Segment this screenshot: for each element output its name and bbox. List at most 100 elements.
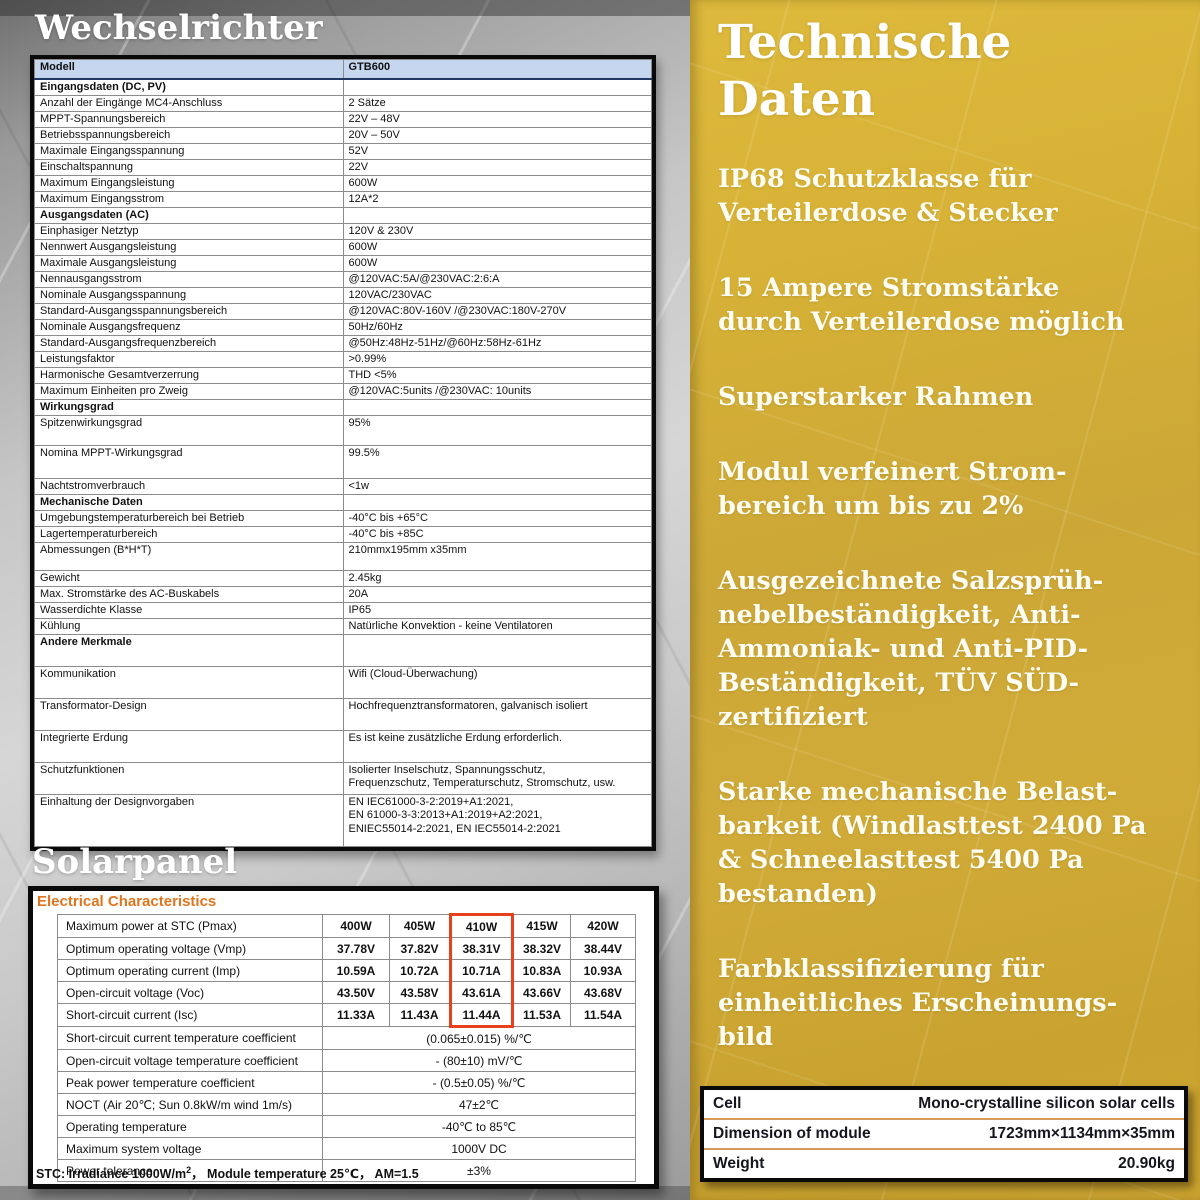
table-row: Transformator-Design Hochfrequenztransfor… — [34, 697, 652, 731]
table-row: MPPT-Spannungsbereich 22V – 48V — [34, 110, 652, 128]
spec-label: Wirkungsgrad — [34, 398, 344, 416]
spec-label: Nominale Ausgangsspannung — [34, 286, 344, 304]
spec-label: Nachtstromverbrauch — [34, 477, 344, 495]
table-row: Dimension of module 1723mm×1134mm×35mm — [704, 1118, 1184, 1149]
table-row: Mechanische Daten — [34, 493, 652, 511]
table-row: Anzahl der Eingänge MC4-Anschluss 2 Sätze — [34, 94, 652, 112]
inverter-section-title: Wechselrichter — [35, 8, 323, 48]
spec-label: Kommunikation — [34, 665, 344, 699]
solar-spec-table: Maximum power at STC (Pmax) 400W 405W 410W 4… — [57, 913, 636, 1182]
spec-value: 1000V DC — [322, 1137, 636, 1160]
spec-label: Spitzenwirkungsgrad — [34, 414, 344, 446]
spec-label: Mechanische Daten — [34, 493, 344, 511]
feature-list: IP68 Schutzklasse für Verteilerdose & St… — [718, 162, 1180, 1054]
spec-value — [342, 493, 652, 511]
technical-data-column: Technische Daten IP68 Schutzklasse für V… — [718, 14, 1180, 1095]
spec-label: Nennwert Ausgangsleistung — [34, 238, 344, 256]
spec-label: Maximale Ausgangsleistung — [34, 254, 344, 272]
spec-value: 10.93A — [570, 959, 636, 982]
bottom-shade — [0, 1186, 690, 1200]
table-row: Short-circuit current temperature coeffi… — [57, 1026, 636, 1050]
spec-label: Maximum Eingangsstrom — [34, 190, 344, 208]
solar-section-title: Solarpanel — [32, 842, 238, 882]
spec-value: 11.33A — [322, 1003, 390, 1027]
module-label: Dimension of module — [704, 1118, 892, 1149]
spec-label: Eingangsdaten (DC, PV) — [34, 78, 344, 96]
top-shade — [0, 0, 690, 16]
spec-value: 120VAC/230VAC — [342, 286, 652, 304]
highlighted-410w-cell: 38.31V — [449, 937, 514, 960]
spec-value: - (80±10) mV/℃ — [322, 1049, 636, 1072]
feature-bullet: 15 Ampere Stromstärke durch Verteilerdos… — [718, 273, 1125, 337]
spec-value — [342, 398, 652, 416]
table-row: Ausgangsdaten (AC) — [34, 206, 652, 224]
table-row: Nennausgangsstrom @120VAC:5A/@230VAC:2:6:… — [34, 270, 652, 288]
table-row: Gewicht 2.45kg — [34, 569, 652, 587]
spec-value: - (0.5±0.05) %/℃ — [322, 1071, 636, 1094]
spec-value: 50Hz/60Hz — [342, 318, 652, 336]
spec-label: Short-circuit current temperature coeffi… — [57, 1026, 323, 1050]
spec-value: Natürliche Konvektion - keine Ventilator… — [342, 617, 652, 635]
table-row: Harmonische Gesamtverzerrung THD <5% — [34, 366, 652, 384]
table-row: Standard-Ausgangsspannungsbereich @120VAC… — [34, 302, 652, 320]
table-row: Eingangsdaten (DC, PV) — [34, 78, 652, 96]
table-row: Lagertemperaturbereich -40°C bis +85C — [34, 525, 652, 543]
model-value-cell: GTB600 — [342, 59, 652, 80]
spec-label: Nominale Ausgangsfrequenz — [34, 318, 344, 336]
spec-value: 38.32V — [512, 937, 571, 960]
table-row: Einphasiger Netztyp 120V & 230V — [34, 222, 652, 240]
spec-value: 400W — [322, 914, 390, 938]
table-row: Schutzfunktionen Isolierter Inselschutz, … — [34, 761, 652, 795]
module-value: Mono-crystalline silicon solar cells — [918, 1095, 1175, 1112]
table-row: Operating temperature -40℃ to 85℃ — [57, 1115, 636, 1138]
table-row: Power tolerance ±3% — [57, 1159, 636, 1182]
table-row: Open-circuit voltage temperature coeffic… — [57, 1049, 636, 1072]
spec-value: 38.44V — [570, 937, 636, 960]
module-value: 20.90kg — [891, 1148, 1184, 1178]
spec-value: -40℃ to 85℃ — [322, 1115, 636, 1138]
spec-value: @120VAC:5A/@230VAC:2:6:A — [342, 270, 652, 288]
spec-value: 95% — [342, 414, 652, 446]
feature-bullet: Ausgezeichnete Salzsprüh- nebelbeständig… — [718, 566, 1104, 732]
spec-label: Short-circuit current (Isc) — [57, 1003, 323, 1027]
spec-value: @120VAC:80V-160V /@230VAC:180V-270V — [342, 302, 652, 320]
table-row: Optimum operating current (Imp) 10.59A 10.… — [57, 959, 636, 982]
spec-value: 37.82V — [389, 937, 451, 960]
spec-label: MPPT-Spannungsbereich — [34, 110, 344, 128]
table-row: Maximum Eingangsstrom 12A*2 — [34, 190, 652, 208]
spec-value: 2 Sätze — [342, 94, 652, 112]
spec-value: 600W — [342, 174, 652, 192]
spec-value: 12A*2 — [342, 190, 652, 208]
table-row: Kommunikation Wifi (Cloud-Überwachung) — [34, 665, 652, 699]
spec-value: -40°C bis +85C — [342, 525, 652, 543]
highlighted-410w-cell: 43.61A — [449, 981, 514, 1004]
spec-value: 20V – 50V — [342, 126, 652, 144]
module-label: Weight — [704, 1148, 892, 1178]
spec-value: @50Hz:48Hz-51Hz/@60Hz:58Hz-61Hz — [342, 334, 652, 352]
spec-value: 2.45kg — [342, 569, 652, 587]
spec-value: THD <5% — [342, 366, 652, 384]
module-label: Cell — [713, 1095, 742, 1112]
table-row: Einhaltung der Designvorgaben EN IEC61000… — [34, 793, 652, 847]
spec-value: IP65 — [342, 601, 652, 619]
spec-value: 11.54A — [570, 1003, 636, 1027]
spec-label: Einschaltspannung — [34, 158, 344, 176]
spec-value: Isolierter Inselschutz, Spannungsschutz,… — [342, 761, 652, 795]
spec-label: Maximale Eingangsspannung — [34, 142, 344, 160]
table-row: Optimum operating voltage (Vmp) 37.78V 37.… — [57, 937, 636, 960]
table-row: Peak power temperature coefficient - (0.5… — [57, 1071, 636, 1094]
table-row: Maximum power at STC (Pmax) 400W 405W 410W 4… — [57, 913, 636, 938]
spec-value: 10.83A — [512, 959, 571, 982]
table-row: Nominale Ausgangsspannung 120VAC/230VAC — [34, 286, 652, 304]
table-row: Weight 20.90kg — [704, 1148, 1184, 1178]
table-row: Short-circuit current (Isc) 11.33A 11.43A 1… — [57, 1003, 636, 1028]
spec-value: ±3% — [322, 1159, 636, 1182]
table-row: Nomina MPPT-Wirkungsgrad 99.5% — [34, 444, 652, 479]
feature-bullet: Farbklassifizierung für einheitliches Er… — [718, 954, 1118, 1052]
inverter-spec-table: Modell GTB600 Eingangsdaten (DC, PV) Anza… — [34, 59, 652, 847]
electrical-characteristics-title: Electrical Characteristics — [37, 893, 217, 910]
spec-label: Nomina MPPT-Wirkungsgrad — [34, 444, 344, 479]
spec-value: 22V — [342, 158, 652, 176]
spec-value — [342, 78, 652, 96]
